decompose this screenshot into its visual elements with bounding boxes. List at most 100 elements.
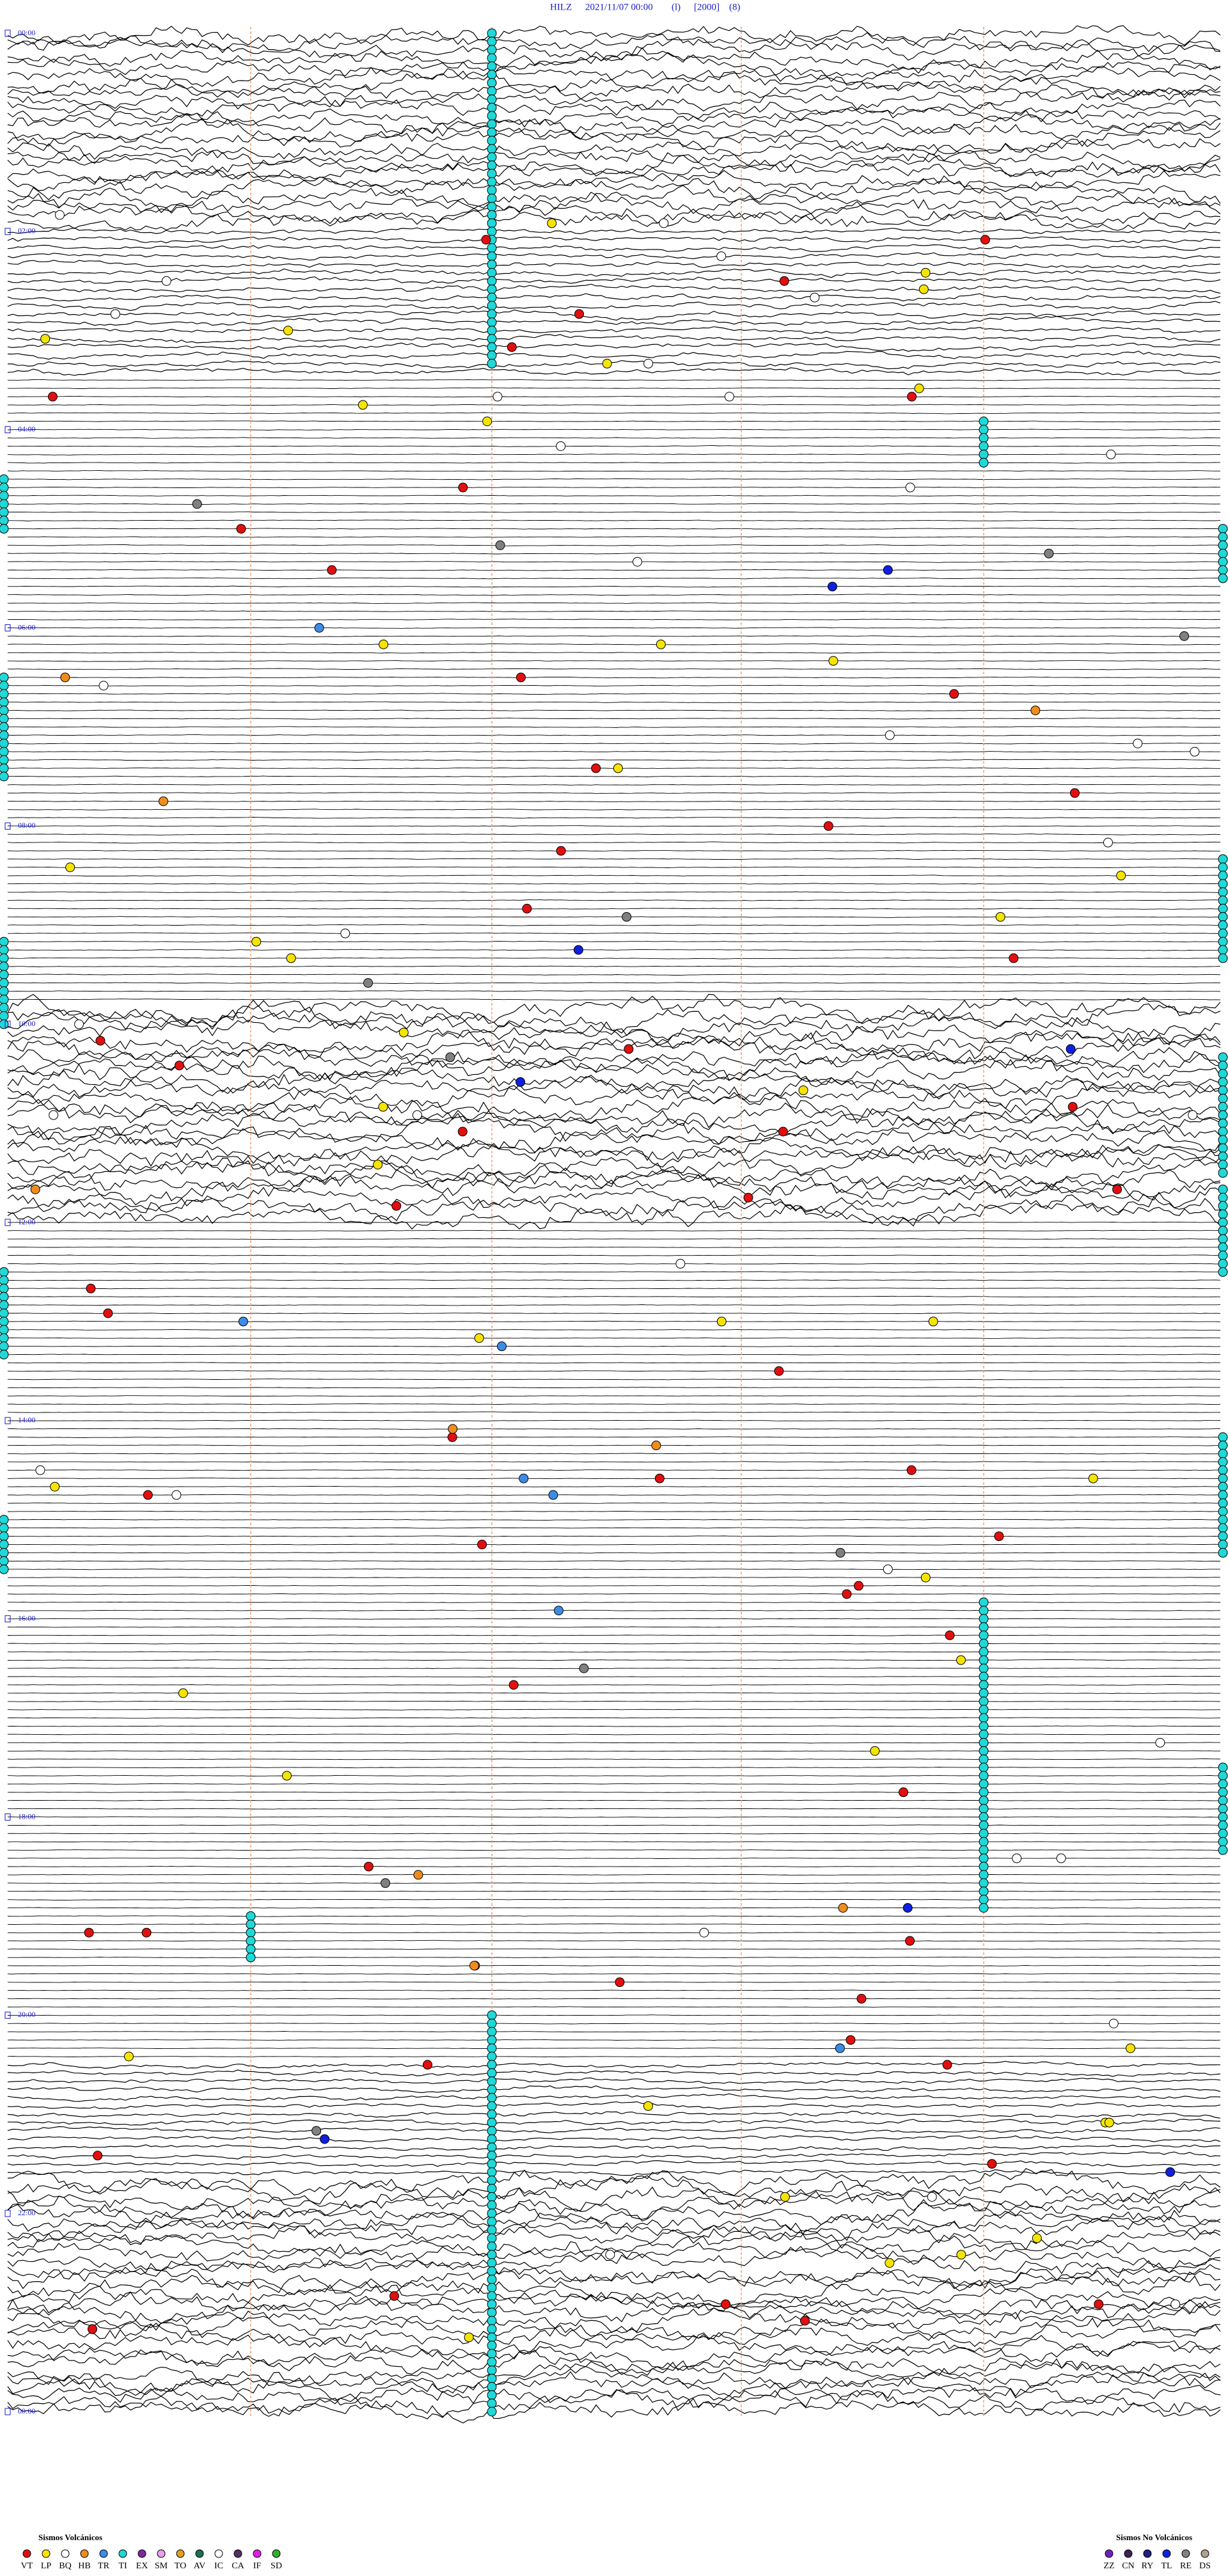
trace xyxy=(7,2241,1221,2273)
legend-dot xyxy=(61,2549,70,2558)
event xyxy=(487,2085,497,2095)
trace xyxy=(7,759,1221,761)
event xyxy=(158,796,168,807)
event xyxy=(651,1441,661,1451)
event xyxy=(1218,557,1228,567)
trace xyxy=(7,2346,1221,2375)
trace xyxy=(7,635,1221,638)
event xyxy=(487,2233,497,2243)
trace xyxy=(7,990,1221,992)
event xyxy=(1218,1118,1228,1128)
event xyxy=(1116,871,1126,881)
legend: Sismos Volcánicos Sismos No Volcánicos V… xyxy=(21,2533,1211,2571)
trace xyxy=(7,2341,1221,2371)
trace xyxy=(7,1593,1221,1595)
event xyxy=(246,1927,256,1938)
event xyxy=(178,1688,188,1698)
trace xyxy=(8,899,1221,901)
event xyxy=(487,358,497,368)
event xyxy=(0,507,9,518)
hour-mark xyxy=(4,228,11,235)
event xyxy=(1218,1490,1228,1500)
event xyxy=(487,251,497,262)
trace xyxy=(7,25,1221,46)
trace xyxy=(7,993,1221,1027)
legend-title: Sismos Volcánicos xyxy=(38,2533,102,2542)
event xyxy=(487,2307,497,2318)
event xyxy=(979,1655,989,1665)
event xyxy=(949,689,959,699)
trace xyxy=(7,2101,1221,2110)
legend-code: RE xyxy=(1180,2561,1192,2571)
trace xyxy=(7,1865,1221,1867)
trace xyxy=(7,2270,1221,2309)
trace xyxy=(7,395,1221,398)
legend-dot xyxy=(1105,2549,1114,2558)
trace xyxy=(7,1136,1221,1167)
trace xyxy=(7,717,1221,720)
trace xyxy=(7,693,1221,695)
event xyxy=(1133,738,1143,748)
event xyxy=(579,1663,589,1673)
event xyxy=(457,1126,468,1137)
event xyxy=(363,978,374,988)
trace xyxy=(7,1320,1221,1323)
event xyxy=(995,912,1005,922)
trace xyxy=(7,2170,1221,2205)
trace xyxy=(7,276,1221,284)
event xyxy=(0,722,9,732)
event xyxy=(1218,1441,1228,1451)
event xyxy=(979,1820,989,1830)
event xyxy=(554,1606,564,1616)
event xyxy=(0,730,9,740)
event xyxy=(487,2258,497,2268)
event xyxy=(487,2010,497,2020)
trace xyxy=(7,792,1221,794)
event xyxy=(856,1994,867,2004)
event xyxy=(327,565,337,575)
hour-mark xyxy=(4,2011,11,2019)
event xyxy=(0,1556,9,1566)
trace xyxy=(7,1643,1221,1645)
event xyxy=(643,358,654,368)
event xyxy=(721,2299,731,2309)
event xyxy=(1218,1804,1228,1814)
event xyxy=(0,747,9,757)
event xyxy=(798,1085,808,1095)
legend-code: ZZ xyxy=(1103,2561,1114,2571)
trace xyxy=(8,1899,1221,1901)
trace xyxy=(8,1742,1220,1744)
event xyxy=(87,2324,97,2334)
trace xyxy=(7,2039,1221,2041)
event xyxy=(487,243,497,253)
trace xyxy=(8,817,1221,819)
trace xyxy=(7,149,1221,172)
event xyxy=(487,2299,497,2309)
trace xyxy=(7,982,1221,984)
trace xyxy=(7,2291,1221,2317)
event xyxy=(0,945,9,955)
event xyxy=(0,689,9,699)
event xyxy=(487,152,497,162)
event xyxy=(0,516,9,526)
trace xyxy=(7,809,1221,810)
event xyxy=(799,2316,810,2326)
event xyxy=(1218,1820,1228,1830)
event xyxy=(779,276,789,286)
station: HILZ xyxy=(550,2,572,12)
event xyxy=(487,2051,497,2062)
event xyxy=(448,1424,458,1434)
time-label: 08:00 xyxy=(18,821,35,830)
trace xyxy=(7,1174,1221,1206)
event xyxy=(487,2076,497,2087)
event xyxy=(0,970,9,980)
legend-code: AV xyxy=(194,2561,205,2571)
trace xyxy=(7,1329,1221,1331)
event xyxy=(927,2192,937,2202)
event xyxy=(1218,1515,1228,1525)
event xyxy=(1218,1259,1228,1269)
trace xyxy=(7,283,1221,294)
trace xyxy=(7,1799,1221,1801)
event xyxy=(487,2406,497,2417)
